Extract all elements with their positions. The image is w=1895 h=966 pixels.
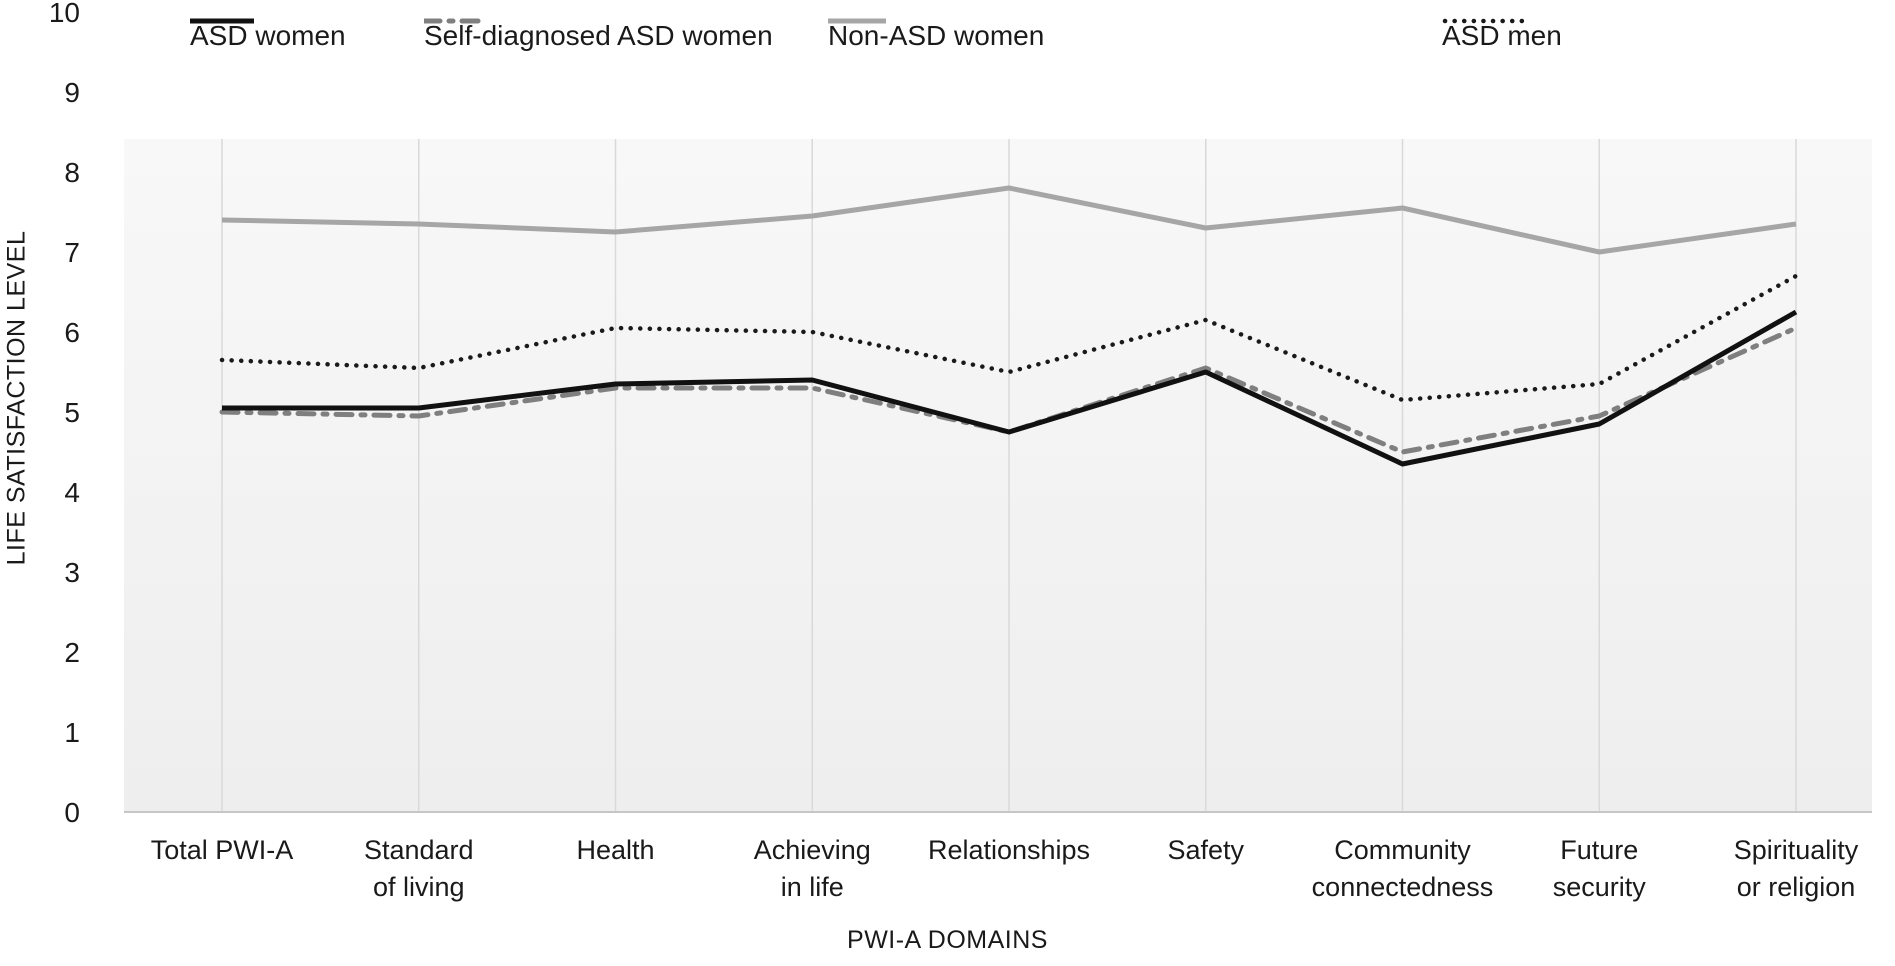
legend-line-dashed-gray-icon [424,18,484,24]
category-label: Future security [1552,835,1646,903]
legend-item-self-diagnosed-asd-women: Self-diagnosed ASD women [424,16,773,56]
y-tick-label: 3 [64,557,80,588]
series-line-self-diagnosed-asd-women [219,325,1799,455]
legend-label: Non-ASD women [828,20,1045,51]
category-label: Health [576,835,655,865]
category-label: Achieving in life [753,835,871,903]
category-label: Community connectedness [1311,835,1494,903]
category-label: Standard of living [363,835,474,903]
legend-item-asd-men: ASD men [1442,16,1562,56]
legend-line-solid-black-icon [190,18,254,24]
legend-item-asd-women: ASD women [190,16,346,56]
y-axis-title: LIFE SATISFACTION LEVEL [2,230,31,566]
y-tick-label: 1 [64,717,80,748]
legend-label: Self-diagnosed ASD women [424,20,773,51]
y-tick-label: 10 [49,0,80,28]
category-label: Safety [1167,835,1245,865]
category-label: Relationships [927,835,1091,865]
y-tick-label: 8 [64,157,80,188]
category-label: Total PWI-A [150,835,294,865]
series-line-asd-women [222,309,1798,467]
legend-line-solid-gray-icon [828,18,886,24]
x-axis-title: PWI-A DOMAINS [847,926,1048,954]
y-tick-label: 2 [64,637,80,668]
category-label: Spirituality or religion [1733,835,1859,903]
plot-background [124,139,1872,812]
y-tick-label: 7 [64,237,80,268]
legend-label: ASD women [190,20,346,51]
y-tick-label: 0 [64,797,80,828]
legend-label: ASD men [1442,20,1562,51]
y-tick-label: 5 [64,397,80,428]
y-tick-label: 4 [64,477,80,508]
series-line-non-asd-women [221,185,1797,255]
legend-item-non-asd-women: Non-ASD women [828,16,1044,56]
series-line-asd-men [219,273,1799,403]
legend-line-dotted-black-icon [1442,18,1528,24]
y-tick-label: 9 [64,77,80,108]
y-tick-label: 6 [64,317,80,348]
